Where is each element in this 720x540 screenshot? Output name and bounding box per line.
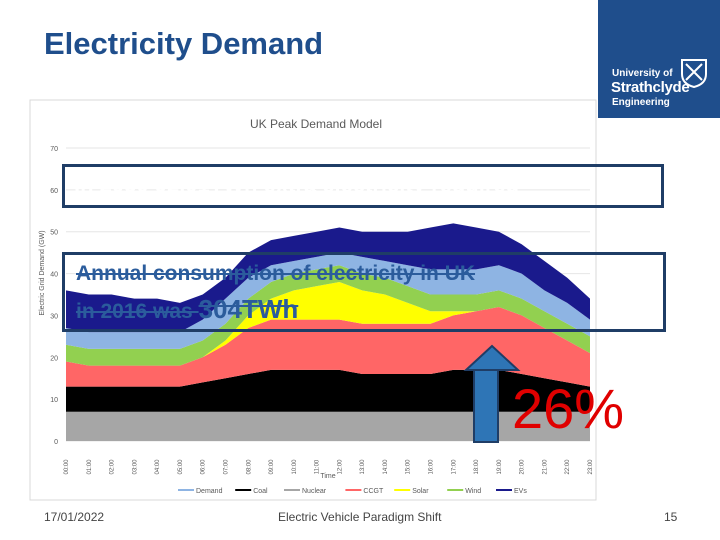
x-tick-label: 03:00 (132, 459, 138, 475)
x-tick-label: 02:00 (110, 459, 116, 475)
legend-label-wind: Wind (465, 488, 481, 495)
x-tick-label: 19:00 (497, 459, 503, 475)
y-tick-label: 40 (50, 272, 58, 279)
x-tick-label: 12:00 (337, 459, 343, 475)
y-tick-label: 50 (50, 230, 58, 237)
x-tick-label: 13:00 (360, 459, 366, 475)
callout-2050-text: In 2050 92.01TWh extra electricity requi… (74, 172, 520, 197)
y-tick-label: 60 (50, 188, 58, 195)
x-tick-label: 21:00 (542, 459, 548, 475)
crest-icon (681, 59, 707, 88)
footer-date: 17/01/2022 (44, 510, 105, 524)
legend-label-evs: EVs (514, 488, 527, 495)
chart-y-axis-label: Electric Grid Demand (GW) (39, 230, 46, 315)
y-tick-label: 10 (50, 397, 58, 404)
x-tick-label: 10:00 (292, 459, 298, 475)
x-tick-label: 09:00 (269, 459, 275, 475)
callout-2016-line-1: Annual consumption of electricity in UK (76, 262, 476, 285)
y-tick-label: 30 (50, 313, 58, 320)
x-tick-label: 05:00 (178, 459, 184, 475)
callout-box-2050 (62, 164, 664, 208)
x-tick-label: 04:00 (155, 459, 161, 475)
x-tick-label: 17:00 (451, 459, 457, 475)
y-tick-label: 20 (50, 355, 58, 362)
legend-label-coal: Coal (253, 488, 268, 495)
university-logo: University of Strathclyde Engineering (598, 0, 720, 118)
series-area-solar (66, 281, 590, 366)
y-tick-label: 70 (50, 146, 58, 153)
percent-increase: 26% (512, 377, 625, 440)
slide-title: Electricity Demand (44, 26, 324, 61)
chart-x-axis-label: Time (320, 473, 335, 480)
chart-title: UK Peak Demand Model (250, 117, 382, 131)
callout-2016-value: 304TWh (198, 293, 299, 324)
legend-label-solar: Solar (412, 488, 429, 495)
logo-line-1: University of (612, 68, 673, 79)
x-tick-label: 11:00 (315, 459, 321, 474)
legend-label-demand: Demand (196, 488, 223, 495)
series-area-demand (66, 252, 590, 349)
y-tick-label: 0 (54, 439, 58, 446)
series-area-ccgt (66, 307, 590, 387)
x-tick-label: 01:00 (87, 459, 93, 475)
logo-line-3: Engineering (612, 97, 670, 108)
x-tick-label: 08:00 (246, 459, 252, 475)
callout-2016-line-2: in 2016 was (76, 299, 199, 323)
callout-box-2016 (62, 252, 666, 332)
x-tick-label: 00:00 (64, 459, 70, 475)
footer-title: Electric Vehicle Paradigm Shift (278, 510, 442, 524)
x-tick-label: 23:00 (588, 459, 594, 475)
legend-label-nuclear: Nuclear (302, 488, 327, 495)
logo-line-2: Strathclyde (611, 79, 690, 96)
legend-label-ccgt: CCGT (363, 488, 384, 495)
page-number: 15 (664, 510, 678, 524)
series-area-wind (66, 265, 590, 366)
series-area-nuclear (66, 411, 590, 441)
callout-2016-text: Annual consumption of electricity in UK … (76, 258, 475, 329)
x-tick-label: 18:00 (474, 459, 480, 475)
x-tick-label: 22:00 (565, 459, 571, 475)
x-tick-label: 15:00 (406, 459, 412, 475)
x-tick-label: 20:00 (520, 459, 526, 475)
x-tick-label: 07:00 (223, 459, 229, 475)
x-tick-label: 14:00 (383, 459, 389, 475)
x-tick-label: 06:00 (201, 459, 207, 475)
up-arrow-icon (463, 344, 521, 443)
x-tick-label: 16:00 (429, 459, 435, 475)
series-area-evs (66, 223, 590, 333)
series-area-coal (66, 369, 590, 412)
